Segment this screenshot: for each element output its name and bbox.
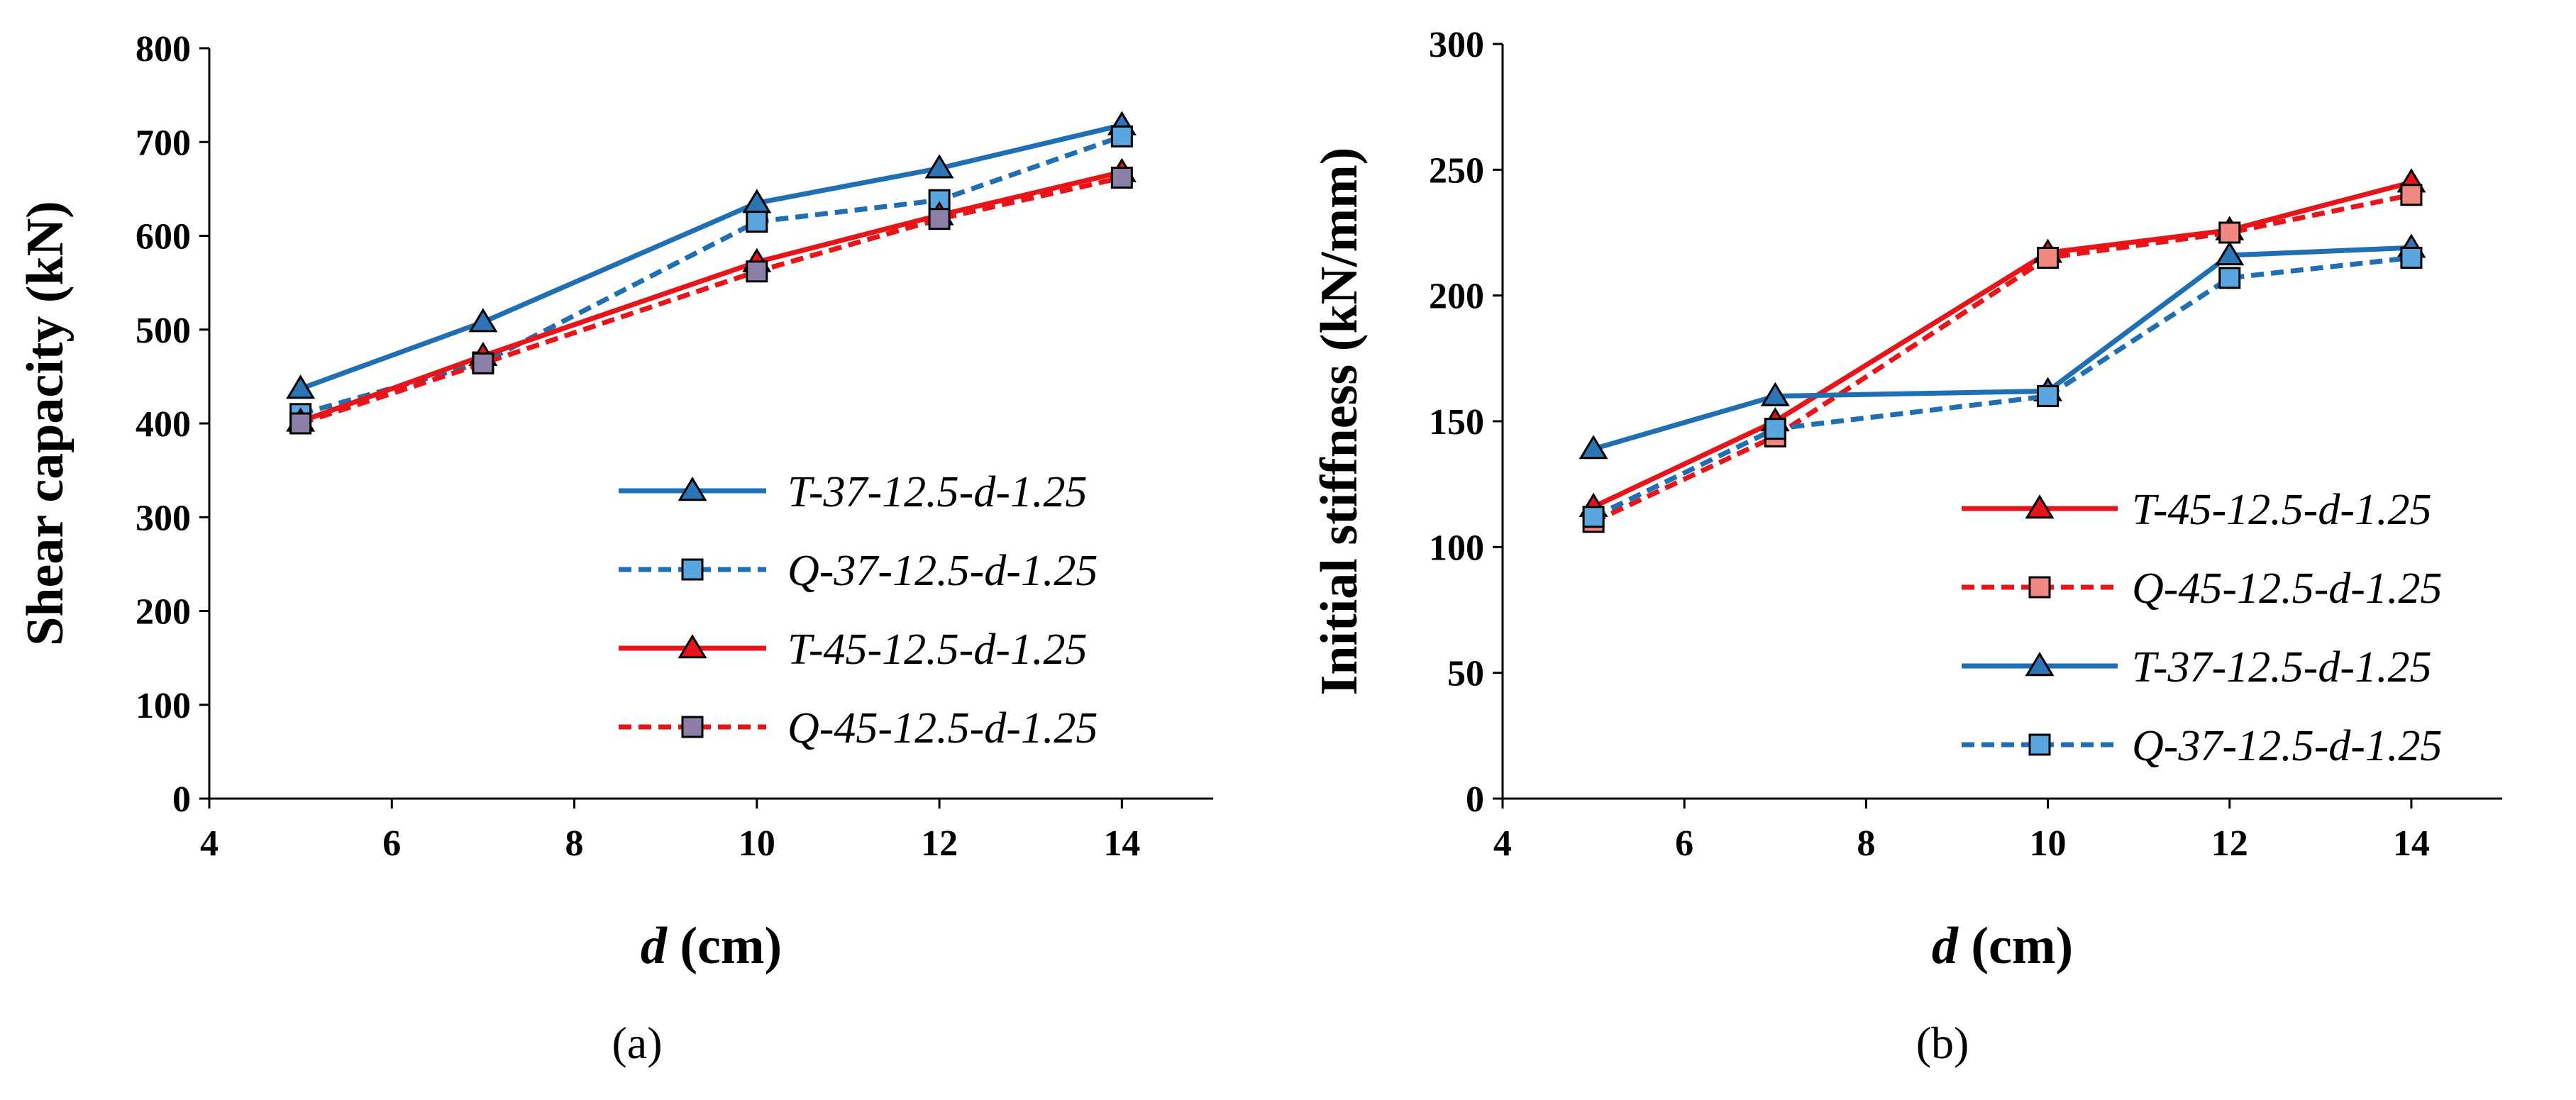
y-tick-label: 500 (136, 311, 191, 351)
data-point (2218, 267, 2241, 289)
data-point (928, 208, 951, 230)
y-tick-label: 50 (1447, 654, 1484, 694)
x-axis-unit: (cm) (667, 917, 782, 975)
x-axis-title: d (cm) (641, 917, 782, 975)
data-point (1582, 506, 1605, 528)
chart-initial-stiffness: 0 50 100 150 200 250 300 4 6 8 10 12 14 Initial stiff… (1310, 25, 2502, 1068)
legend-label: T-37-12.5-d-1.25 (787, 468, 1087, 516)
data-point (1110, 167, 1133, 189)
legend-marker (2025, 494, 2055, 519)
data-point (2215, 241, 2245, 266)
y-axis-title: Shear capacity (kN) (16, 201, 74, 646)
x-axis-variable: d (641, 917, 668, 975)
data-point (1764, 418, 1786, 440)
y-tick-label: 0 (1466, 779, 1484, 820)
data-point (2037, 385, 2060, 408)
y-tick-label: 800 (136, 29, 191, 70)
series-Q-45-12.5-d-1.25 (1582, 184, 2423, 533)
legend-marker (681, 716, 704, 738)
y-tick-label: 0 (172, 779, 191, 820)
x-axis-unit: (cm) (1958, 917, 2073, 975)
x-tick-label: 6 (382, 823, 401, 864)
data-point (2400, 184, 2423, 206)
series-line (1592, 179, 2412, 509)
y-tick-label: 700 (136, 123, 191, 163)
y-tick-label: 150 (1429, 402, 1484, 443)
legend-marker (2028, 576, 2051, 599)
y-tick-label: 200 (136, 592, 191, 633)
legend-marker (678, 634, 707, 659)
panel-caption: (b) (1916, 1018, 1969, 1068)
data-point (1760, 382, 1790, 406)
data-point (472, 352, 494, 374)
data-point (2400, 246, 2423, 269)
legend-label: Q-45-12.5-d-1.25 (787, 704, 1098, 752)
data-point (2218, 221, 2241, 244)
data-point (289, 412, 312, 435)
series-Q-45-12.5-d-1.25 (289, 167, 1133, 435)
x-axis-variable: d (1932, 917, 1959, 975)
legend-label: Q-37-12.5-d-1.25 (787, 547, 1098, 595)
panel-caption: (a) (612, 1018, 662, 1068)
series-Q-37-12.5-d-1.25 (1582, 246, 2423, 528)
x-axis-title: d (cm) (1932, 917, 2073, 975)
data-point (924, 154, 954, 179)
data-point (1579, 435, 1608, 460)
x-tick-label: 10 (739, 823, 775, 864)
legend-label: Q-37-12.5-d-1.25 (2132, 722, 2442, 770)
chart-shear-capacity: 0 100 200 300 400 500 600 700 800 4 6 8 10 12 14 Shear … (16, 29, 1213, 1068)
series-line (1592, 192, 2412, 525)
x-tick-label: 4 (200, 823, 219, 864)
x-tick-label: 8 (565, 823, 584, 864)
data-point (2037, 246, 2060, 269)
y-tick-label: 250 (1429, 150, 1484, 191)
x-tick-label: 12 (2211, 823, 2248, 864)
legend-label: T-45-12.5-d-1.25 (787, 626, 1087, 674)
legend-label: Q-45-12.5-d-1.25 (2132, 565, 2442, 613)
legend: T-45-12.5-d-1.25 Q-45-12.5-d-1.25 T-37-12.… (1962, 486, 2442, 770)
data-point (1110, 125, 1133, 148)
x-tick-label: 12 (921, 823, 958, 864)
legend-label: T-37-12.5-d-1.25 (2132, 643, 2431, 691)
x-tick-label: 14 (2393, 823, 2430, 864)
series-T-45-12.5-d-1.25 (286, 157, 1137, 432)
y-tick-label: 600 (136, 217, 191, 257)
data-point (468, 308, 498, 333)
series-T-37-12.5-d-1.25 (286, 111, 1137, 399)
legend-marker (681, 558, 704, 581)
series-line (1593, 245, 2412, 452)
data-point (746, 260, 768, 283)
x-tick-label: 14 (1103, 823, 1140, 864)
y-tick-label: 100 (136, 686, 191, 726)
x-tick-label: 4 (1493, 823, 1512, 864)
legend: T-37-12.5-d-1.25 Q-37-12.5-d-1.25 T-45-12.… (619, 468, 1098, 752)
series-line (1592, 255, 2412, 519)
data-point (746, 211, 768, 233)
x-tick-label: 8 (1857, 823, 1875, 864)
y-axis-title: Initial stiffness (kN/mm) (1310, 148, 1369, 696)
y-tick-label: 400 (136, 404, 191, 445)
y-tick-label: 200 (1429, 277, 1484, 317)
series-line (299, 175, 1123, 426)
data-point (286, 374, 316, 399)
legend-marker (678, 477, 707, 501)
y-tick-label: 100 (1429, 528, 1484, 568)
legend-marker (2028, 733, 2051, 756)
y-tick-label: 300 (1429, 25, 1484, 65)
legend-label: T-45-12.5-d-1.25 (2132, 486, 2431, 534)
legend-marker (2025, 652, 2055, 677)
x-tick-label: 10 (2030, 823, 2067, 864)
series-line (299, 123, 1123, 391)
x-tick-label: 6 (1675, 823, 1693, 864)
y-tick-label: 300 (136, 498, 191, 538)
